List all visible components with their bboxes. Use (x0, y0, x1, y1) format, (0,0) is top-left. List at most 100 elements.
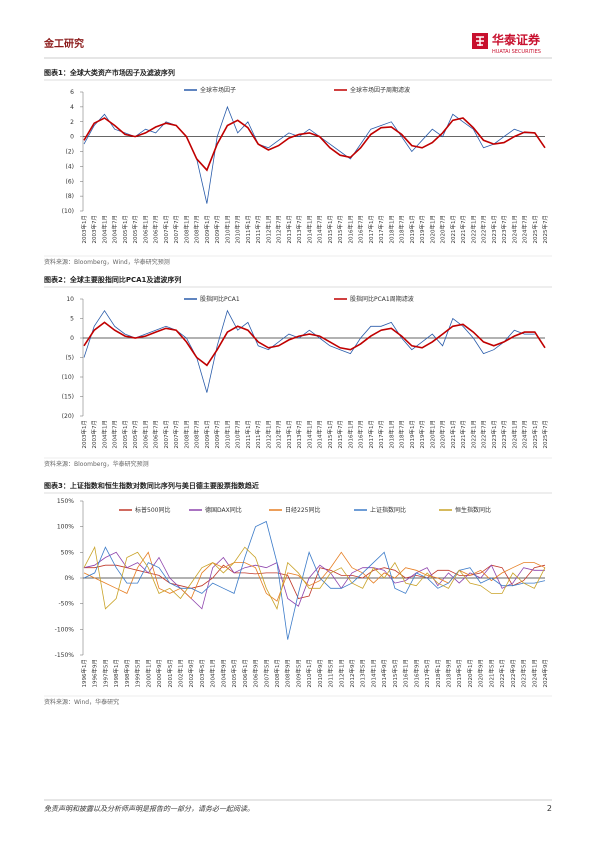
x-tick-label: 2005年5月 (230, 659, 238, 688)
x-tick-label: 2016年7月 (357, 420, 365, 449)
x-tick-label: 2024年1月 (510, 420, 518, 449)
x-tick-label: 2011年7月 (254, 420, 262, 449)
chart-title: 图表2：全球主要股指同比PCA1及滤波序列 (44, 275, 181, 284)
y-tick-label: 5 (70, 316, 74, 323)
y-tick-label: 0 (70, 335, 74, 342)
legend-label: 全球市场因子周期滤波 (350, 86, 410, 94)
x-tick-label: 2020年1月 (428, 420, 436, 449)
x-tick-label: 2016年1月 (346, 215, 354, 244)
disclaimer: 免责声明和披露以及分析师声明是报告的一部分，请务必一起阅读。 (44, 805, 254, 813)
x-tick-label: 2016年1月 (346, 420, 354, 449)
x-tick-label: 2018年7月 (398, 420, 406, 449)
x-tick-label: 2023年7月 (500, 420, 508, 449)
x-tick-label: 2024年1月 (530, 659, 538, 688)
x-tick-label: 2011年1月 (244, 420, 252, 449)
y-tick-label: (10) (62, 374, 74, 381)
series-line (83, 321, 546, 367)
series-line (84, 564, 546, 599)
x-tick-label: 2010年7月 (234, 215, 242, 244)
page-number: 2 (547, 804, 552, 813)
legend-label: 日经225同比 (285, 506, 320, 514)
x-tick-label: 2005年7月 (131, 420, 139, 449)
x-tick-label: 2020年1月 (466, 659, 474, 688)
legend-label: 股指同比PCA1周期滤波 (350, 295, 414, 303)
x-tick-label: 2003年1月 (80, 420, 88, 449)
x-tick-label: 2011年1月 (244, 215, 252, 244)
x-tick-label: 2019年5月 (455, 659, 463, 688)
x-tick-label: 2011年5月 (327, 659, 335, 688)
x-tick-label: 2004年9月 (219, 659, 227, 688)
x-tick-label: 2017年7月 (377, 215, 385, 244)
x-tick-label: 2008年1月 (182, 420, 190, 449)
x-tick-label: 2020年7月 (439, 215, 447, 244)
x-tick-label: 2015年5月 (391, 659, 399, 688)
legend-label: 德国DAX同比 (205, 506, 242, 514)
x-tick-label: 2023年1月 (490, 215, 498, 244)
y-tick-label: (20) (62, 413, 74, 420)
y-tick-label: 6 (70, 89, 74, 96)
x-tick-label: 2007年7月 (172, 420, 180, 449)
x-tick-label: 2014年9月 (380, 659, 388, 688)
x-tick-label: 2018年1月 (387, 420, 395, 449)
x-tick-label: 2025年1月 (531, 420, 539, 449)
x-tick-label: 2014年1月 (305, 215, 313, 244)
x-tick-label: 2003年5月 (198, 659, 206, 688)
y-tick-label: 4 (70, 104, 74, 111)
x-tick-label: 2012年7月 (275, 420, 283, 449)
x-tick-label: 2005年1月 (121, 215, 129, 244)
x-tick-label: 2012年1月 (264, 420, 272, 449)
x-tick-label: 2004年7月 (111, 215, 119, 244)
x-tick-label: 2017年1月 (367, 215, 375, 244)
x-tick-label: 2020年7月 (439, 420, 447, 449)
x-tick-label: 2013年1月 (285, 215, 293, 244)
x-tick-label: 2006年7月 (152, 420, 160, 449)
x-tick-label: 2018年1月 (387, 215, 395, 244)
section: 金工研究 (43, 37, 84, 50)
x-tick-label: 2009年7月 (213, 215, 221, 244)
x-tick-label: 2022年1月 (498, 659, 506, 688)
x-tick-label: 2016年9月 (412, 659, 420, 688)
x-tick-label: 2011年7月 (254, 215, 262, 244)
x-tick-label: 2014年1月 (305, 420, 313, 449)
x-tick-label: 2025年1月 (531, 215, 539, 244)
source: 资料来源：Bloomberg，Wind，华泰研究预测 (44, 258, 170, 266)
y-tick-label: 50% (61, 549, 75, 556)
x-tick-label: 2015年1月 (326, 215, 334, 244)
x-tick-label: 2021年5月 (487, 659, 495, 688)
x-tick-label: 2003年7月 (90, 420, 98, 449)
x-tick-label: 2004年1月 (100, 215, 108, 244)
x-tick-label: 2012年1月 (264, 215, 272, 244)
x-tick-label: 2008年7月 (193, 215, 201, 244)
y-tick-label: -100% (55, 626, 75, 633)
x-tick-label: 2022年1月 (469, 420, 477, 449)
x-tick-label: 2002年9月 (187, 659, 195, 688)
x-tick-label: 2021年1月 (449, 215, 457, 244)
x-tick-label: 2003年1月 (80, 215, 88, 244)
x-tick-label: 2006年1月 (141, 420, 149, 449)
x-tick-label: 2019年7月 (418, 215, 426, 244)
x-tick-label: 2021年7月 (459, 215, 467, 244)
x-tick-label: 2007年5月 (262, 659, 270, 688)
y-tick-label: 100% (57, 524, 74, 531)
x-tick-label: 2017年5月 (423, 659, 431, 688)
y-tick-label: (8) (66, 193, 75, 200)
x-tick-label: 2024年9月 (541, 659, 549, 688)
x-tick-label: 2010年9月 (316, 659, 324, 688)
x-tick-label: 2009年7月 (213, 420, 221, 449)
x-tick-label: 2013年5月 (359, 659, 367, 688)
x-tick-label: 2006年1月 (141, 215, 149, 244)
x-tick-label: 2019年1月 (408, 420, 416, 449)
x-tick-label: 2021年1月 (449, 420, 457, 449)
y-tick-label: (4) (66, 163, 75, 170)
x-tick-label: 2003年7月 (90, 215, 98, 244)
x-tick-label: 2018年1月 (434, 659, 442, 688)
y-tick-label: (10) (62, 208, 74, 215)
y-tick-label: (5) (66, 355, 75, 362)
y-tick-label: -150% (55, 652, 75, 659)
x-tick-label: 2010年1月 (223, 420, 231, 449)
x-tick-label: 2018年9月 (445, 659, 453, 688)
x-tick-label: 2013年7月 (295, 215, 303, 244)
x-tick-label: 2025年7月 (541, 420, 549, 449)
x-tick-label: 2007年1月 (162, 215, 170, 244)
